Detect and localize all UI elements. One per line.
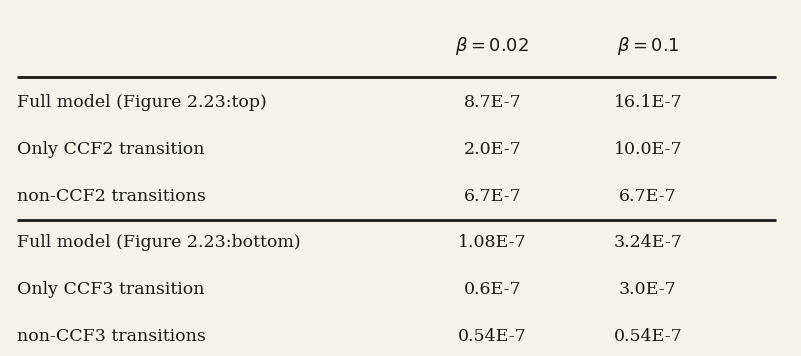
Text: Only CCF3 transition: Only CCF3 transition [18,282,205,298]
Text: Only CCF2 transition: Only CCF2 transition [18,141,205,158]
Text: 3.0E-7: 3.0E-7 [619,282,677,298]
Text: 16.1E-7: 16.1E-7 [614,94,682,111]
Text: 0.54E-7: 0.54E-7 [458,329,527,345]
Text: non-CCF2 transitions: non-CCF2 transitions [18,188,206,204]
Text: 0.54E-7: 0.54E-7 [614,329,682,345]
Text: 3.24E-7: 3.24E-7 [614,235,682,251]
Text: 10.0E-7: 10.0E-7 [614,141,682,158]
Text: 0.6E-7: 0.6E-7 [464,282,521,298]
Text: 8.7E-7: 8.7E-7 [464,94,521,111]
Text: 2.0E-7: 2.0E-7 [464,141,521,158]
Text: 6.7E-7: 6.7E-7 [464,188,521,204]
Text: 1.08E-7: 1.08E-7 [458,235,526,251]
Text: non-CCF3 transitions: non-CCF3 transitions [18,329,206,345]
Text: $\beta = 0.1$: $\beta = 0.1$ [617,35,679,57]
Text: Full model (Figure 2.23:top): Full model (Figure 2.23:top) [18,94,267,111]
Text: $\beta = 0.02$: $\beta = 0.02$ [455,35,529,57]
Text: 6.7E-7: 6.7E-7 [619,188,677,204]
Text: Full model (Figure 2.23:bottom): Full model (Figure 2.23:bottom) [18,235,301,251]
